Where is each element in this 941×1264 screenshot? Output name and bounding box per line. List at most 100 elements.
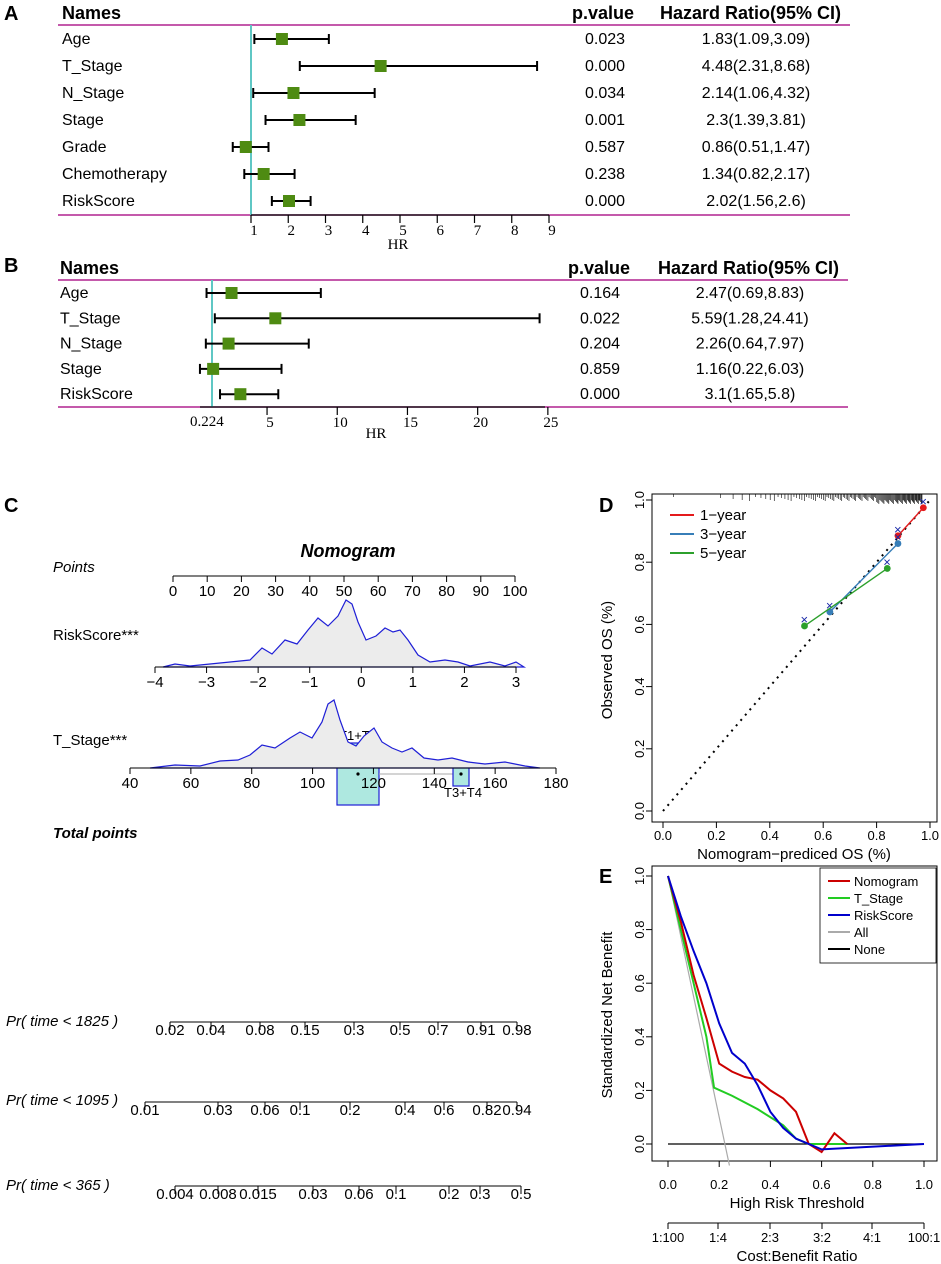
dca-cb-tick-label: 4:1 xyxy=(863,1230,881,1245)
forest-hr-marker xyxy=(293,114,306,126)
calibration-frame xyxy=(651,493,938,823)
dca-series-line xyxy=(667,875,848,1154)
nomogram-prob-tick-label: 0.04 xyxy=(196,1022,225,1039)
nomogram-prob-tick-label: 0.15 xyxy=(290,1022,319,1039)
dca-x-tick-label: 0.2 xyxy=(710,1177,728,1192)
nomogram-prob-tick-label: 0.004 xyxy=(156,1186,194,1203)
forest-plot-b: Names p.value Hazard Ratio(95% CI) Age 0.… xyxy=(58,258,848,442)
nomogram-axis-tick-label: 20 xyxy=(233,583,250,600)
forest-axis-tick-label: 5 xyxy=(266,415,274,431)
calibration-target-marker: × xyxy=(883,554,891,569)
dca-y-tick-label: 0.8 xyxy=(632,921,647,939)
nomogram-axis-tick-label: 100 xyxy=(300,775,325,792)
dca-cb-tick-label: 1:4 xyxy=(709,1230,727,1245)
forest-b-header-hr: Hazard Ratio(95% CI) xyxy=(658,258,839,278)
forest-hr-marker xyxy=(275,33,288,45)
nomogram-axis-tick-label: −2 xyxy=(250,674,267,691)
dca-legend-label: RiskScore xyxy=(854,908,913,923)
dca-x-tick-label: 0.0 xyxy=(659,1177,677,1192)
forest-b-x-label: HR xyxy=(366,426,387,442)
nomogram-prob-tick-label: 0.02 xyxy=(155,1022,184,1039)
forest-axis-tick-label: 7 xyxy=(474,223,482,239)
forest-axis-tick-label: 1 xyxy=(250,223,258,239)
nomogram-pr1095-label: Pr( time < 1095 ) xyxy=(6,1092,118,1109)
dca-x-tick-label: 0.4 xyxy=(761,1177,779,1192)
nomogram-axis-tick-label: 3 xyxy=(512,674,520,691)
forest-axis-tick-label: 8 xyxy=(511,223,519,239)
nomogram-axis-tick-label: 2 xyxy=(460,674,468,691)
forest-a-header-hr: Hazard Ratio(95% CI) xyxy=(660,3,841,23)
calibration-target-marker: × xyxy=(826,598,834,613)
forest-hr-marker xyxy=(269,312,282,325)
nomogram-prob-tick-label: 0.06 xyxy=(250,1102,279,1119)
nomogram-prob-tick-label: 0.01 xyxy=(130,1102,159,1119)
forest-hr-marker xyxy=(239,141,252,153)
forest-b-header-pvalue: p.value xyxy=(568,258,630,278)
forest-row-name: RiskScore xyxy=(60,386,133,403)
nomogram-prob-tick-label: 0.008 xyxy=(199,1186,237,1203)
forest-row-name: Age xyxy=(62,31,91,48)
forest-hr-marker xyxy=(287,87,300,99)
forest-axis-tick-label: 20 xyxy=(473,415,488,431)
calibration-x-tick-label: 0.2 xyxy=(707,828,725,843)
nomogram-tstage-label: T_Stage*** xyxy=(53,732,127,749)
forest-row-hr: 1.83(1.09,3.09) xyxy=(702,31,811,48)
forest-row-hr: 1.34(0.82,2.17) xyxy=(702,166,811,183)
nomogram-axis-tick-label: 40 xyxy=(122,775,139,792)
nomogram-riskscore-label: RiskScore*** xyxy=(53,627,139,644)
tstage-dot-t3t4 xyxy=(459,772,463,776)
calibration-plot: 0.00.00.20.20.40.40.60.60.80.81.01.0 ×××… xyxy=(599,491,939,863)
forest-axis-tick-label: 9 xyxy=(548,223,556,239)
nomogram-prob-tick-label: 0.03 xyxy=(298,1186,327,1203)
calibration-target-marker: × xyxy=(919,494,927,509)
forest-row-name: T_Stage xyxy=(60,310,121,327)
calibration-series-point xyxy=(894,540,902,547)
forest-axis-tick-label: 4 xyxy=(362,223,370,239)
decision-curve-plot: 0.0 0.2 0.4 0.6 0.8 1.0 0.0 0.2 0.4 0.6 0.8 1.0 Nom… xyxy=(599,865,941,1264)
nomogram-prob-tick-label: 0.4 xyxy=(395,1102,416,1119)
nomogram-prob-tick-label: 0.08 xyxy=(245,1022,274,1039)
forest-row-hr: 5.59(1.28,24.41) xyxy=(691,310,808,327)
nomogram-prob-tick-label: 0.06 xyxy=(344,1186,373,1203)
forest-axis-tick-label: 15 xyxy=(403,415,418,431)
dca-cb-tick-label: 100:1 xyxy=(908,1230,941,1245)
forest-hr-marker xyxy=(234,388,247,401)
nomogram-prob-tick-label: 0.98 xyxy=(502,1022,531,1039)
nomogram-axis-tick-label: 10 xyxy=(199,583,216,600)
calibration-y-tick-label: 0.8 xyxy=(632,553,647,571)
forest-row-hr: 2.14(1.06,4.32) xyxy=(702,85,811,102)
dca-legend-label: All xyxy=(854,925,869,940)
nomogram-axis-tick-label: 0 xyxy=(357,674,365,691)
forest-row-name: Chemotherapy xyxy=(62,166,167,183)
forest-axis-tick-label: 3 xyxy=(325,223,333,239)
forest-hr-marker xyxy=(282,195,295,207)
panel-label-b: B xyxy=(4,255,18,277)
forest-row-hr: 4.48(2.31,8.68) xyxy=(702,58,811,75)
nomogram-axis-tick-label: −3 xyxy=(198,674,215,691)
forest-row-pvalue: 0.587 xyxy=(585,139,625,156)
nomogram-prob-tick-label: 0.94 xyxy=(502,1102,531,1119)
dca-series-line xyxy=(667,875,925,1151)
nomogram-prob-tick-label: 0.5 xyxy=(511,1186,532,1203)
forest-a-x-label: HR xyxy=(388,237,409,253)
forest-row-name: N_Stage xyxy=(62,85,124,102)
dca-y-tick-label: 0.2 xyxy=(632,1081,647,1099)
forest-row-name: RiskScore xyxy=(62,193,135,210)
nomogram-axis-tick-label: 60 xyxy=(370,583,387,600)
tstage-dot-t1t2 xyxy=(356,772,360,776)
nomogram-prob-tick-label: 0.5 xyxy=(390,1022,411,1039)
calibration-legend-label: 3−year xyxy=(700,526,746,543)
dca-y-tick-label: 0.4 xyxy=(632,1028,647,1046)
forest-axis-tick-label: 6 xyxy=(437,223,445,239)
nomogram-axis-tick-label: 140 xyxy=(422,775,447,792)
dca-y-tick-label: 1.0 xyxy=(632,867,647,885)
forest-row-pvalue: 0.022 xyxy=(580,310,620,327)
calibration-target-marker: × xyxy=(894,530,902,545)
calibration-series-line xyxy=(804,567,888,627)
nomogram-prob-tick-label: 0.2 xyxy=(439,1186,460,1203)
forest-b-tick-first: 0.224 xyxy=(190,414,224,430)
forest-hr-marker xyxy=(257,168,270,180)
nomogram-axis-tick-label: −4 xyxy=(146,674,163,691)
calibration-x-tick-label: 0.0 xyxy=(654,828,672,843)
calibration-y-label: Observed OS (%) xyxy=(599,601,616,719)
